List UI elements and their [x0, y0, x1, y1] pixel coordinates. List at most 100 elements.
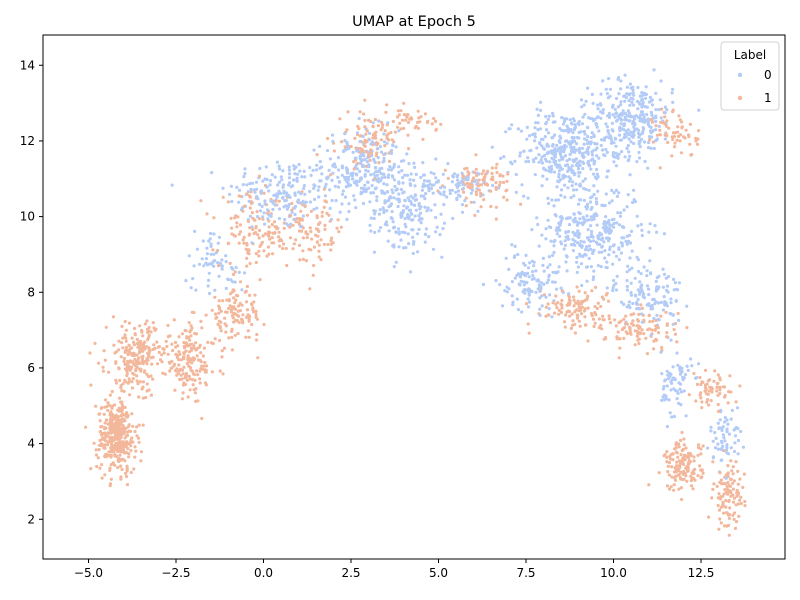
scatter-point-label-0 — [386, 239, 390, 243]
scatter-point-label-1 — [722, 511, 726, 515]
scatter-point-label-1 — [416, 126, 421, 130]
scatter-point-label-0 — [545, 128, 549, 132]
scatter-point-label-1 — [667, 473, 671, 477]
scatter-point-label-1 — [579, 312, 584, 316]
scatter-point-label-1 — [369, 151, 374, 155]
scatter-point-label-1 — [473, 171, 477, 175]
scatter-point-label-0 — [631, 131, 635, 135]
scatter-point-label-0 — [388, 165, 392, 169]
scatter-point-label-0 — [263, 177, 267, 181]
scatter-point-label-1 — [261, 234, 265, 238]
scatter-point-label-1 — [671, 137, 675, 142]
scatter-point-label-0 — [431, 247, 436, 251]
scatter-point-label-1 — [183, 328, 187, 333]
scatter-point-label-0 — [202, 264, 206, 268]
scatter-point-label-1 — [560, 306, 564, 310]
scatter-point-label-1 — [190, 342, 194, 346]
scatter-point-label-1 — [734, 520, 739, 524]
scatter-point-label-0 — [423, 184, 427, 188]
scatter-point-label-0 — [263, 202, 267, 206]
x-axis: −5.0 −2.5 0.0 2.5 5.0 7.5 10.0 12.5 — [74, 559, 714, 580]
scatter-point-label-0 — [632, 198, 636, 202]
scatter-point-label-0 — [231, 280, 235, 284]
scatter-point-label-1 — [117, 339, 121, 343]
scatter-point-label-0 — [546, 218, 550, 222]
scatter-point-label-1 — [637, 341, 641, 346]
y-tick-label: 6 — [27, 361, 35, 375]
scatter-point-label-0 — [218, 261, 222, 265]
scatter-point-label-0 — [526, 266, 531, 270]
scatter-point-label-1 — [193, 331, 197, 336]
x-tick-label: 2.5 — [341, 566, 360, 580]
scatter-point-label-0 — [579, 262, 584, 266]
scatter-point-label-1 — [665, 460, 669, 464]
scatter-point-label-1 — [128, 441, 132, 445]
scatter-point-label-0 — [567, 167, 571, 171]
scatter-point-label-1 — [556, 301, 560, 305]
scatter-point-label-1 — [141, 334, 145, 338]
scatter-point-label-0 — [588, 196, 593, 200]
scatter-point-label-1 — [123, 405, 127, 409]
scatter-point-label-0 — [397, 232, 401, 236]
scatter-point-label-1 — [491, 178, 495, 182]
scatter-point-label-0 — [561, 146, 565, 150]
scatter-point-label-1 — [572, 304, 576, 308]
scatter-point-label-1 — [726, 492, 730, 496]
scatter-point-label-0 — [603, 249, 607, 253]
scatter-point-label-1 — [695, 382, 700, 386]
scatter-point-label-0 — [397, 170, 401, 174]
scatter-point-label-0 — [553, 155, 558, 159]
scatter-point-label-1 — [304, 230, 308, 234]
scatter-point-label-0 — [397, 245, 401, 249]
scatter-point-label-0 — [566, 130, 571, 134]
scatter-point-label-0 — [541, 174, 545, 178]
scatter-point-label-0 — [469, 191, 473, 195]
scatter-point-label-0 — [375, 179, 379, 183]
scatter-point-label-0 — [645, 284, 650, 288]
scatter-point-label-1 — [136, 436, 141, 440]
scatter-point-label-1 — [248, 261, 252, 266]
scatter-point-label-1 — [298, 258, 302, 262]
scatter-point-label-0 — [577, 123, 581, 127]
scatter-point-label-0 — [587, 140, 592, 144]
scatter-point-label-1 — [304, 259, 308, 263]
scatter-point-label-0 — [363, 158, 367, 162]
scatter-point-label-1 — [221, 195, 225, 199]
scatter-point-label-0 — [357, 116, 361, 121]
scatter-point-label-1 — [736, 482, 740, 486]
scatter-point-label-0 — [387, 173, 391, 177]
scatter-point-label-0 — [250, 181, 254, 185]
scatter-point-label-0 — [265, 185, 269, 189]
scatter-point-label-1 — [616, 330, 620, 334]
scatter-point-label-0 — [611, 262, 615, 266]
scatter-point-label-0 — [317, 195, 321, 199]
scatter-point-label-1 — [92, 441, 96, 445]
scatter-point-label-1 — [124, 471, 128, 475]
scatter-point-label-1 — [149, 374, 153, 378]
scatter-point-label-0 — [378, 167, 382, 171]
scatter-point-label-0 — [625, 92, 629, 96]
scatter-point-label-0 — [566, 169, 570, 173]
scatter-point-label-1 — [126, 447, 130, 451]
scatter-point-label-0 — [228, 192, 232, 196]
scatter-point-label-1 — [140, 387, 144, 391]
scatter-point-label-0 — [318, 144, 322, 148]
scatter-point-label-0 — [536, 121, 540, 125]
scatter-point-label-1 — [600, 295, 605, 299]
scatter-point-label-0 — [568, 152, 572, 157]
scatter-point-label-1 — [213, 295, 217, 299]
scatter-point-label-0 — [452, 172, 457, 176]
scatter-point-label-1 — [701, 444, 705, 448]
scatter-point-label-1 — [224, 324, 228, 328]
scatter-point-label-1 — [117, 348, 121, 352]
scatter-point-label-0 — [567, 292, 571, 296]
legend-label-1: 1 — [764, 91, 772, 105]
scatter-point-label-1 — [592, 324, 596, 328]
scatter-point-label-1 — [625, 322, 630, 326]
scatter-point-label-0 — [600, 111, 605, 115]
scatter-point-label-0 — [663, 137, 668, 141]
scatter-point-label-0 — [379, 179, 383, 183]
scatter-point-label-0 — [403, 198, 407, 202]
scatter-point-label-1 — [301, 257, 305, 261]
scatter-point-label-1 — [731, 493, 735, 497]
